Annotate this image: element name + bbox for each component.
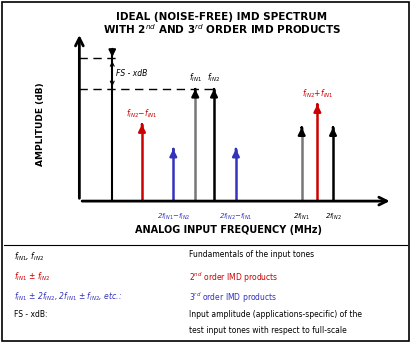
Text: f$_{IN1}$: f$_{IN1}$ [189,72,202,84]
Text: 2$^{nd}$ order IMD products: 2$^{nd}$ order IMD products [189,270,279,285]
Text: 2f$_{IN2}$: 2f$_{IN2}$ [325,212,342,222]
Text: Input amplitude (applications-specific) of the: Input amplitude (applications-specific) … [189,310,362,319]
Text: f$_{IN1}$ ± f$_{IN2}$: f$_{IN1}$ ± f$_{IN2}$ [14,270,51,283]
Text: 3$^{rd}$ order IMD products: 3$^{rd}$ order IMD products [189,290,277,305]
Text: f$_{IN2}$: f$_{IN2}$ [208,72,221,84]
Text: f$_{IN1}$, f$_{IN2}$: f$_{IN1}$, f$_{IN2}$ [14,250,44,263]
Text: IDEAL (NOISE-FREE) IMD SPECTRUM: IDEAL (NOISE-FREE) IMD SPECTRUM [116,12,328,22]
Text: test input tones with respect to full-scale: test input tones with respect to full-sc… [189,327,347,335]
Text: f$_{IN1}$ ± 2f$_{IN2}$, 2f$_{IN1}$ ± f$_{IN2}$, etc.:: f$_{IN1}$ ± 2f$_{IN2}$, 2f$_{IN1}$ ± f$_… [14,290,122,303]
Text: 2f$_{IN2}$−f$_{IN1}$: 2f$_{IN2}$−f$_{IN1}$ [219,212,253,222]
Text: AMPLITUDE (dB): AMPLITUDE (dB) [36,83,45,166]
Text: Fundamentals of the input tones: Fundamentals of the input tones [189,250,314,259]
Text: WITH 2$^{nd}$ AND 3$^{rd}$ ORDER IMD PRODUCTS: WITH 2$^{nd}$ AND 3$^{rd}$ ORDER IMD PRO… [103,22,341,36]
Text: ANALOG INPUT FREQUENCY (MHz): ANALOG INPUT FREQUENCY (MHz) [135,225,321,235]
Text: 2f$_{IN1}$: 2f$_{IN1}$ [293,212,310,222]
Text: FS - xdB: FS - xdB [116,69,148,78]
Text: 2f$_{IN1}$−f$_{IN2}$: 2f$_{IN1}$−f$_{IN2}$ [157,212,190,222]
Text: f$_{IN2}$−f$_{IN1}$: f$_{IN2}$−f$_{IN1}$ [126,107,158,120]
Text: f$_{IN2}$+f$_{IN1}$: f$_{IN2}$+f$_{IN1}$ [302,87,333,100]
Text: FS - xdB:: FS - xdB: [14,310,48,319]
